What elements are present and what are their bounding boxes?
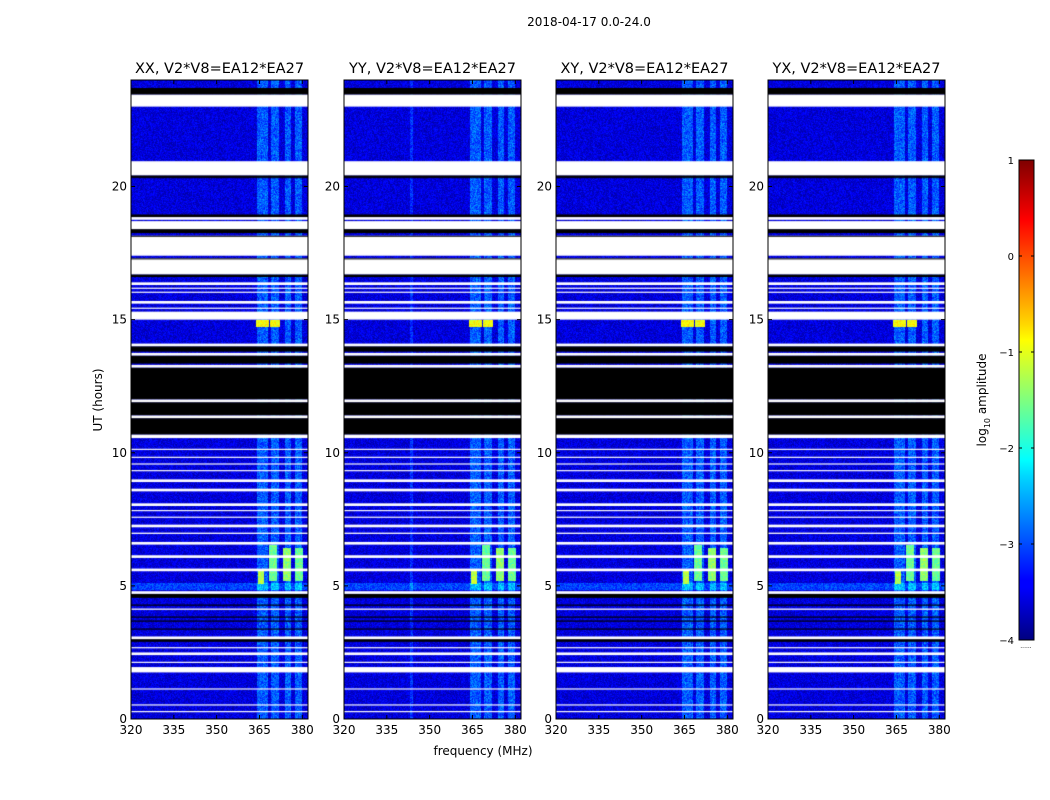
x-axis-label: frequency (MHz) bbox=[433, 744, 532, 758]
x-tick-label: 350 bbox=[842, 723, 865, 737]
colorbar-tick-label: −2 bbox=[999, 444, 1014, 455]
colorbar-under-label: ...... bbox=[1020, 643, 1032, 650]
y-tick-label: 10 bbox=[537, 446, 552, 460]
figure-title: 2018-04-17 0.0-24.0 bbox=[527, 15, 651, 29]
x-tick-label: 380 bbox=[504, 723, 527, 737]
y-tick-label: 5 bbox=[332, 579, 340, 593]
y-tick-label: 20 bbox=[749, 180, 764, 194]
heatmap-image bbox=[768, 80, 945, 719]
colorbar: 10−1−2−3−4 ...... log10 amplitude bbox=[975, 156, 1035, 650]
x-tick-label: 365 bbox=[248, 723, 271, 737]
y-tick-label: 20 bbox=[325, 180, 340, 194]
y-tick-label: 10 bbox=[112, 446, 127, 460]
y-tick-label: 0 bbox=[544, 712, 552, 726]
x-tick-label: 380 bbox=[291, 723, 314, 737]
colorbar-label-rest: amplitude bbox=[975, 354, 989, 418]
colorbar-tick-label: 0 bbox=[1008, 252, 1014, 263]
x-tick-label: 320 bbox=[120, 723, 143, 737]
colorbar-label: log10 amplitude bbox=[975, 354, 992, 447]
y-tick-label: 15 bbox=[325, 313, 340, 327]
axes-frame bbox=[343, 79, 522, 720]
colorbar-gradient bbox=[1018, 159, 1035, 641]
x-tick-label: 365 bbox=[673, 723, 696, 737]
x-tick-label: 335 bbox=[587, 723, 610, 737]
y-tick-label: 15 bbox=[537, 313, 552, 327]
colorbar-label-main: log bbox=[975, 428, 989, 446]
x-tick-label: 350 bbox=[205, 723, 228, 737]
y-tick-label: 5 bbox=[119, 579, 127, 593]
x-tick-label: 365 bbox=[885, 723, 908, 737]
y-tick-label: 5 bbox=[756, 579, 764, 593]
x-tick-label: 320 bbox=[333, 723, 356, 737]
panels: XX, V2*V8=EA12*EA27 320 335 350 365 380 0 5 10 15… bbox=[112, 61, 951, 737]
panel-yy: YY, V2*V8=EA12*EA27 320 335 350 365 380 0 5 10 15… bbox=[325, 61, 527, 737]
colorbar-ticks: 1 0 −1 −2 −3 −4 bbox=[999, 156, 1034, 647]
colorbar-label-sub: 10 bbox=[983, 418, 992, 428]
panel-title: XY, V2*V8=EA12*EA27 bbox=[560, 61, 728, 77]
x-tick-label: 335 bbox=[375, 723, 398, 737]
x-tick-label: 380 bbox=[716, 723, 739, 737]
y-tick-label: 5 bbox=[544, 579, 552, 593]
panel-title: YX, V2*V8=EA12*EA27 bbox=[771, 61, 940, 77]
colorbar-tick-label: −1 bbox=[999, 348, 1014, 359]
x-tick-label: 335 bbox=[162, 723, 185, 737]
panel-xy: XY, V2*V8=EA12*EA27 320 335 350 365 380 0 5 10 15… bbox=[537, 61, 739, 737]
heatmap-image bbox=[556, 80, 733, 719]
y-tick-label: 0 bbox=[332, 712, 340, 726]
heatmap-image bbox=[131, 80, 308, 719]
x-tick-label: 350 bbox=[630, 723, 653, 737]
y-tick-label: 15 bbox=[112, 313, 127, 327]
panel-yx: YX, V2*V8=EA12*EA27 320 335 350 365 380 0 5 10 15… bbox=[749, 61, 951, 737]
y-tick-label: 0 bbox=[756, 712, 764, 726]
y-tick-label: 15 bbox=[749, 313, 764, 327]
axes-frame bbox=[130, 79, 309, 720]
axes-frame bbox=[767, 79, 946, 720]
y-axis-label: UT (hours) bbox=[91, 368, 105, 431]
x-tick-label: 380 bbox=[928, 723, 951, 737]
y-tick-label: 20 bbox=[537, 180, 552, 194]
x-tick-label: 320 bbox=[757, 723, 780, 737]
panel-xx: XX, V2*V8=EA12*EA27 320 335 350 365 380 0 5 10 15… bbox=[112, 61, 314, 737]
heatmap-image bbox=[344, 80, 521, 719]
x-tick-label: 320 bbox=[545, 723, 568, 737]
axes-frame bbox=[555, 79, 734, 720]
y-tick-label: 0 bbox=[119, 712, 127, 726]
colorbar-tick-label: −3 bbox=[999, 540, 1014, 551]
colorbar-tick-label: −4 bbox=[999, 636, 1014, 647]
x-tick-label: 335 bbox=[799, 723, 822, 737]
x-tick-label: 365 bbox=[461, 723, 484, 737]
x-tick-label: 350 bbox=[418, 723, 441, 737]
panel-title: YY, V2*V8=EA12*EA27 bbox=[348, 61, 516, 77]
y-tick-label: 10 bbox=[325, 446, 340, 460]
panel-title: XX, V2*V8=EA12*EA27 bbox=[135, 61, 304, 77]
y-tick-label: 20 bbox=[112, 180, 127, 194]
colorbar-tick-label: 1 bbox=[1008, 156, 1014, 167]
y-tick-label: 10 bbox=[749, 446, 764, 460]
